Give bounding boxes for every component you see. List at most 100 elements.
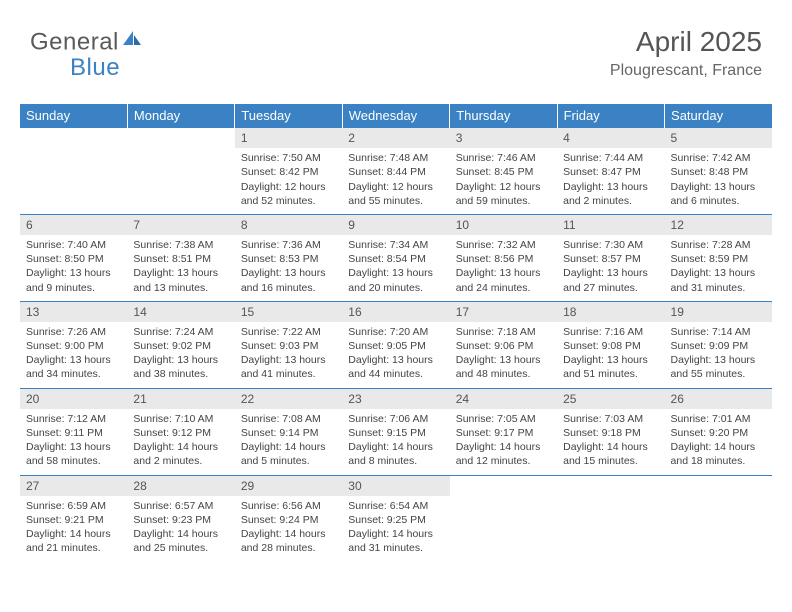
weekday-header: Thursday [450,104,557,128]
sunset-text: Sunset: 8:47 PM [563,165,658,179]
sunrise-text: Sunrise: 7:16 AM [563,325,658,339]
daylight-text: Daylight: 13 hours and 48 minutes. [456,353,551,381]
calendar-cell: 30Sunrise: 6:54 AMSunset: 9:25 PMDayligh… [342,475,449,561]
sunset-text: Sunset: 9:18 PM [563,426,658,440]
daylight-text: Daylight: 13 hours and 55 minutes. [671,353,766,381]
calendar-cell [20,128,127,215]
day-number: 3 [450,128,557,148]
calendar-cell: 19Sunrise: 7:14 AMSunset: 9:09 PMDayligh… [665,301,772,388]
sunset-text: Sunset: 8:45 PM [456,165,551,179]
calendar-cell: 13Sunrise: 7:26 AMSunset: 9:00 PMDayligh… [20,301,127,388]
sunrise-text: Sunrise: 6:59 AM [26,499,121,513]
daylight-text: Daylight: 14 hours and 2 minutes. [133,440,228,468]
sunrise-text: Sunrise: 7:36 AM [241,238,336,252]
logo-text-2: Blue [70,54,120,81]
sunrise-text: Sunrise: 7:08 AM [241,412,336,426]
calendar-cell: 14Sunrise: 7:24 AMSunset: 9:02 PMDayligh… [127,301,234,388]
calendar-row: 20Sunrise: 7:12 AMSunset: 9:11 PMDayligh… [20,388,772,475]
sunrise-text: Sunrise: 7:30 AM [563,238,658,252]
calendar-cell: 23Sunrise: 7:06 AMSunset: 9:15 PMDayligh… [342,388,449,475]
sunset-text: Sunset: 8:59 PM [671,252,766,266]
day-number: 14 [127,302,234,322]
sunset-text: Sunset: 9:06 PM [456,339,551,353]
day-number: 17 [450,302,557,322]
sunrise-text: Sunrise: 7:03 AM [563,412,658,426]
day-number: 19 [665,302,772,322]
day-number: 2 [342,128,449,148]
sunset-text: Sunset: 9:11 PM [26,426,121,440]
day-number: 26 [665,389,772,409]
daylight-text: Daylight: 14 hours and 25 minutes. [133,527,228,555]
weekday-header: Friday [557,104,664,128]
calendar-cell: 10Sunrise: 7:32 AMSunset: 8:56 PMDayligh… [450,214,557,301]
sunrise-text: Sunrise: 7:01 AM [671,412,766,426]
calendar-table: Sunday Monday Tuesday Wednesday Thursday… [20,104,772,561]
calendar-cell: 2Sunrise: 7:48 AMSunset: 8:44 PMDaylight… [342,128,449,215]
weekday-header: Tuesday [235,104,342,128]
daylight-text: Daylight: 13 hours and 44 minutes. [348,353,443,381]
weekday-header-row: Sunday Monday Tuesday Wednesday Thursday… [20,104,772,128]
calendar-cell: 28Sunrise: 6:57 AMSunset: 9:23 PMDayligh… [127,475,234,561]
daylight-text: Daylight: 12 hours and 52 minutes. [241,180,336,208]
day-number: 24 [450,389,557,409]
sail-icon [121,26,143,54]
daylight-text: Daylight: 13 hours and 6 minutes. [671,180,766,208]
sunrise-text: Sunrise: 6:56 AM [241,499,336,513]
sunset-text: Sunset: 8:51 PM [133,252,228,266]
day-number: 7 [127,215,234,235]
daylight-text: Daylight: 14 hours and 5 minutes. [241,440,336,468]
calendar-row: 27Sunrise: 6:59 AMSunset: 9:21 PMDayligh… [20,475,772,561]
daylight-text: Daylight: 13 hours and 58 minutes. [26,440,121,468]
day-number: 5 [665,128,772,148]
calendar-cell: 6Sunrise: 7:40 AMSunset: 8:50 PMDaylight… [20,214,127,301]
sunrise-text: Sunrise: 7:12 AM [26,412,121,426]
calendar-cell: 26 Sunrise: 7:01 AMSunset: 9:20 PMDayligh… [665,388,772,475]
day-number: 21 [127,389,234,409]
calendar-cell: 3Sunrise: 7:46 AMSunset: 8:45 PMDaylight… [450,128,557,215]
sunset-text: Sunset: 9:25 PM [348,513,443,527]
calendar-cell: 22 Sunrise: 7:08 AMSunset: 9:14 PMDayligh… [235,388,342,475]
day-number: 12 [665,215,772,235]
daylight-text: Daylight: 13 hours and 16 minutes. [241,266,336,294]
calendar-cell: 9Sunrise: 7:34 AMSunset: 8:54 PMDaylight… [342,214,449,301]
sunset-text: Sunset: 8:56 PM [456,252,551,266]
calendar-cell: 25Sunrise: 7:03 AMSunset: 9:18 PMDayligh… [557,388,664,475]
day-number: 4 [557,128,664,148]
calendar-cell: 11Sunrise: 7:30 AMSunset: 8:57 PMDayligh… [557,214,664,301]
calendar-cell: 1Sunrise: 7:50 AMSunset: 8:42 PMDaylight… [235,128,342,215]
daylight-text: Daylight: 13 hours and 27 minutes. [563,266,658,294]
day-number: 23 [342,389,449,409]
location-label: Plougrescant, France [610,62,762,80]
sunset-text: Sunset: 8:48 PM [671,165,766,179]
sunrise-text: Sunrise: 7:14 AM [671,325,766,339]
calendar-cell: 16Sunrise: 7:20 AMSunset: 9:05 PMDayligh… [342,301,449,388]
day-number: 1 [235,128,342,148]
sunset-text: Sunset: 8:50 PM [26,252,121,266]
calendar-cell: 5Sunrise: 7:42 AMSunset: 8:48 PMDaylight… [665,128,772,215]
sunset-text: Sunset: 9:00 PM [26,339,121,353]
sunset-text: Sunset: 9:03 PM [241,339,336,353]
day-number: 22 [235,389,342,409]
sunrise-text: Sunrise: 7:38 AM [133,238,228,252]
calendar-cell: 20Sunrise: 7:12 AMSunset: 9:11 PMDayligh… [20,388,127,475]
header: April 2025 Plougrescant, France [610,26,762,80]
sunrise-text: Sunrise: 7:46 AM [456,151,551,165]
calendar-cell: 27Sunrise: 6:59 AMSunset: 9:21 PMDayligh… [20,475,127,561]
weekday-header: Saturday [665,104,772,128]
sunrise-text: Sunrise: 7:06 AM [348,412,443,426]
sunrise-text: Sunrise: 7:18 AM [456,325,551,339]
daylight-text: Daylight: 13 hours and 24 minutes. [456,266,551,294]
calendar-cell: 17 Sunrise: 7:18 AMSunset: 9:06 PMDayligh… [450,301,557,388]
daylight-text: Daylight: 13 hours and 9 minutes. [26,266,121,294]
sunset-text: Sunset: 9:20 PM [671,426,766,440]
day-number: 30 [342,476,449,496]
calendar-row: 6Sunrise: 7:40 AMSunset: 8:50 PMDaylight… [20,214,772,301]
sunset-text: Sunset: 9:14 PM [241,426,336,440]
daylight-text: Daylight: 13 hours and 13 minutes. [133,266,228,294]
sunrise-text: Sunrise: 7:24 AM [133,325,228,339]
sunset-text: Sunset: 9:08 PM [563,339,658,353]
day-number: 13 [20,302,127,322]
calendar-cell: 4Sunrise: 7:44 AMSunset: 8:47 PMDaylight… [557,128,664,215]
daylight-text: Daylight: 12 hours and 55 minutes. [348,180,443,208]
daylight-text: Daylight: 14 hours and 18 minutes. [671,440,766,468]
